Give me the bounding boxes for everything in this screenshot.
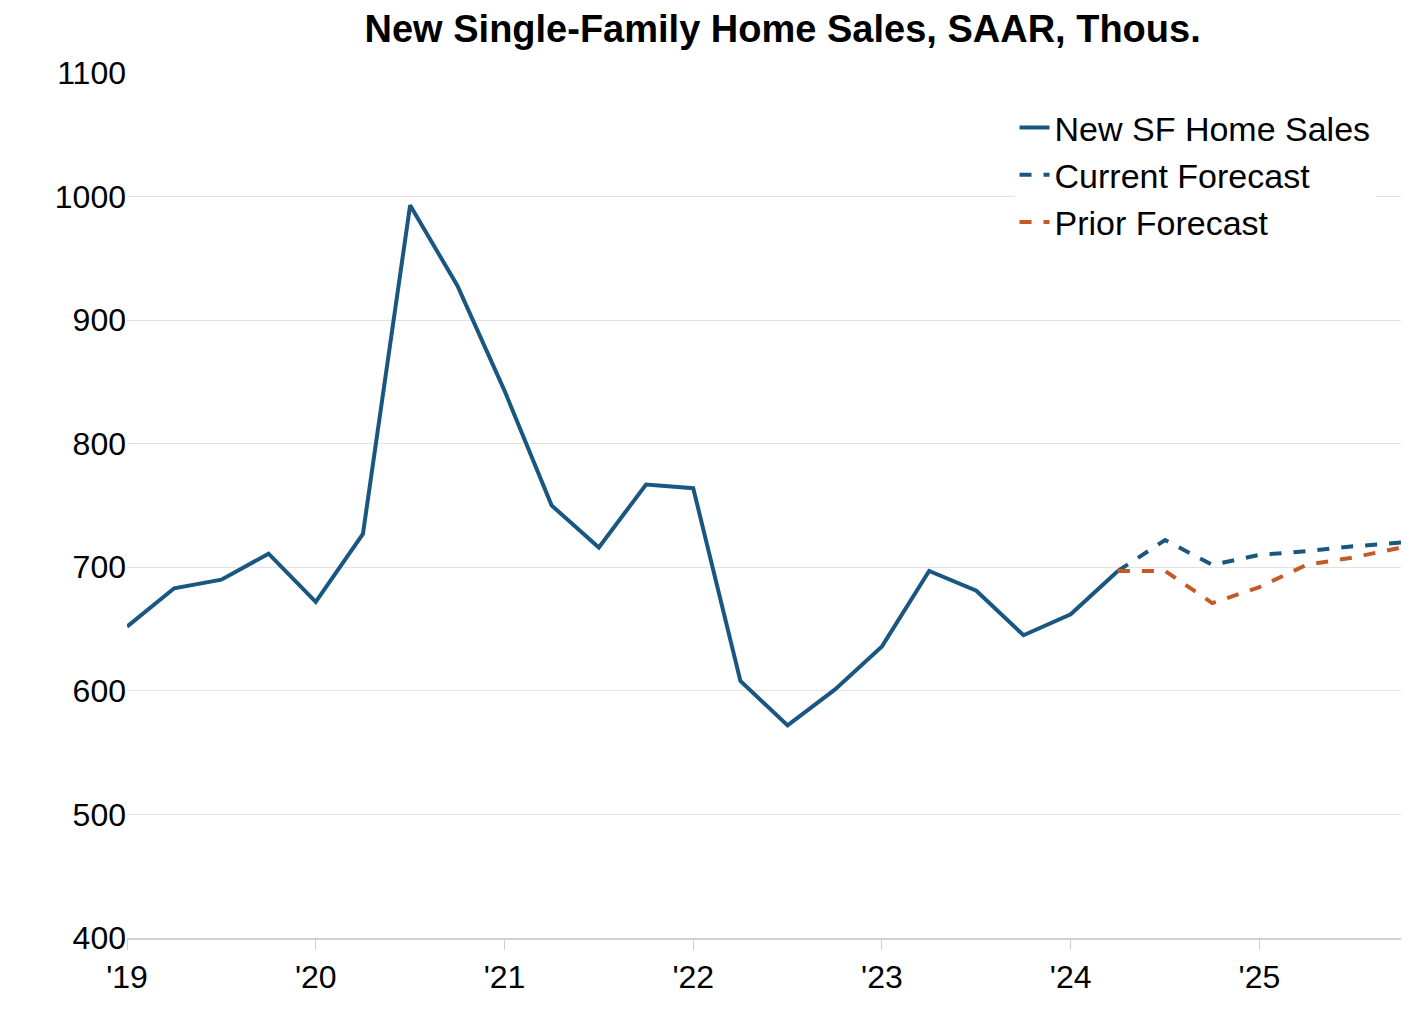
svg-text:'19: '19 [106, 959, 148, 995]
svg-text:'23: '23 [861, 959, 903, 995]
svg-text:700: 700 [73, 549, 126, 585]
svg-text:'25: '25 [1239, 959, 1281, 995]
svg-text:Current Forecast: Current Forecast [1055, 157, 1311, 195]
svg-text:1000: 1000 [55, 179, 126, 215]
svg-text:800: 800 [73, 426, 126, 462]
svg-text:400: 400 [73, 920, 126, 956]
svg-text:'20: '20 [295, 959, 337, 995]
svg-text:600: 600 [73, 673, 126, 709]
svg-text:1100: 1100 [57, 55, 126, 91]
svg-text:New SF Home Sales: New SF Home Sales [1055, 110, 1371, 148]
svg-text:Prior Forecast: Prior Forecast [1055, 204, 1269, 242]
svg-text:New Single-Family Home Sales,: New Single-Family Home Sales, SAAR, Thou… [365, 8, 1201, 50]
svg-text:900: 900 [73, 302, 126, 338]
svg-text:'24: '24 [1050, 959, 1092, 995]
svg-text:'22: '22 [672, 959, 714, 995]
svg-text:'21: '21 [484, 959, 526, 995]
svg-text:500: 500 [73, 797, 126, 833]
